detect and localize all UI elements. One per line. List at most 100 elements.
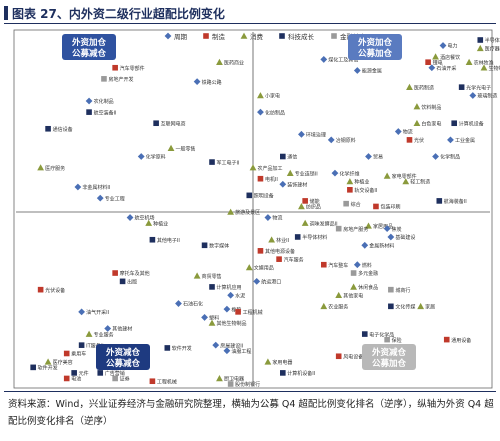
- data-point-label: 保险: [392, 337, 402, 344]
- data-point-label: 厨卫电器: [224, 376, 244, 383]
- data-point-label: 非金属材料II: [82, 184, 110, 191]
- data-point: [413, 103, 421, 110]
- data-point-label: 其他生物制品: [217, 320, 247, 327]
- data-point-label: 小家电: [265, 93, 280, 100]
- data-point-label: 文娱用品: [254, 265, 274, 272]
- data-point-label: 基础建设: [395, 234, 415, 241]
- data-point: [37, 286, 44, 293]
- data-point-label: 文化传媒: [395, 304, 415, 311]
- data-point: [223, 347, 231, 355]
- data-point: [30, 364, 36, 371]
- data-point: [480, 64, 488, 71]
- data-point-label: 专业连锁II: [295, 170, 318, 177]
- data-point: [436, 198, 443, 204]
- data-point: [331, 169, 339, 177]
- quadrant-label-bl-line1: 外资减仓: [105, 347, 141, 358]
- data-point: [388, 303, 394, 310]
- quadrant-label-tr-line2: 公募加仓: [358, 48, 393, 59]
- data-point-label: 通用设备: [451, 337, 471, 344]
- data-point-label: 家居用品: [373, 223, 393, 230]
- data-point: [201, 314, 208, 321]
- legend-label-manufacturing: 制造: [212, 32, 226, 41]
- legend-marker-periodic: [164, 32, 172, 40]
- data-point-label: 房屋建设II: [220, 342, 243, 349]
- data-point: [402, 178, 410, 185]
- data-point-label: 生物制品: [489, 65, 500, 72]
- data-point: [335, 225, 342, 232]
- data-point-label: 其他电源设备: [265, 248, 295, 255]
- data-point-label: 航空装备II: [94, 109, 117, 116]
- data-point: [112, 64, 118, 71]
- data-point: [361, 241, 369, 249]
- data-point-label: 锂电: [433, 59, 443, 66]
- legend: 周期制造消费科技成长金融地产: [164, 32, 367, 41]
- data-point-label: 医药制造: [414, 84, 434, 91]
- data-point-label: 工程机械: [157, 378, 177, 385]
- data-point: [257, 248, 264, 254]
- data-point: [112, 375, 118, 382]
- data-point: [335, 291, 343, 299]
- data-point: [320, 56, 328, 63]
- data-point: [193, 78, 201, 86]
- data-point-label: 航运港口: [261, 279, 281, 286]
- quadrant-label-tr-line1: 外资加仓: [357, 37, 393, 48]
- quadrant-box-br: [362, 344, 416, 370]
- data-point-label: 旅游及景区: [235, 209, 260, 216]
- data-point-label: 其他建材: [112, 326, 132, 333]
- data-point: [264, 214, 272, 221]
- data-point: [264, 358, 272, 365]
- data-point-label: 酒店餐饮: [440, 54, 460, 61]
- quadrant-box-bl: [96, 344, 150, 370]
- data-point: [216, 58, 223, 65]
- data-point-label: 林业II: [276, 237, 289, 244]
- data-point-label: 乘用车: [71, 351, 86, 358]
- data-point-label: 股份制银行: [235, 381, 260, 388]
- source-rule: [4, 391, 496, 392]
- data-point: [417, 302, 425, 310]
- data-point: [387, 233, 395, 241]
- data-point-label: 轻工制造: [410, 179, 430, 186]
- data-point: [63, 375, 70, 382]
- data-point: [71, 370, 77, 376]
- data-point: [257, 175, 264, 182]
- data-point-label: 出版: [127, 279, 137, 286]
- data-point: [458, 84, 465, 90]
- data-point-label: 玻璃制造: [477, 93, 497, 100]
- data-point: [149, 378, 156, 385]
- data-point-label: 综合: [351, 201, 361, 208]
- data-point-label: 包装印刷: [380, 204, 400, 211]
- data-point: [335, 353, 342, 360]
- data-point-label: 计算机设备II: [287, 370, 315, 377]
- data-point-label: 医疗器械: [485, 46, 500, 53]
- data-point-label: 家居: [425, 304, 435, 311]
- quadrant-label-br-line2: 公募加仓: [372, 358, 407, 369]
- data-point: [425, 59, 431, 65]
- data-point: [413, 119, 421, 127]
- data-point-label: 贸易: [373, 154, 383, 161]
- data-point-label: 电力: [448, 43, 458, 50]
- data-point: [301, 219, 309, 226]
- data-point: [294, 234, 301, 240]
- data-point: [257, 92, 264, 99]
- data-point-label: 电子化学品: [369, 331, 394, 338]
- data-point: [246, 192, 253, 199]
- data-point-label: 元件: [79, 370, 89, 377]
- data-point-label: 工业金属: [455, 137, 475, 144]
- data-point-label: 种植业: [354, 179, 369, 186]
- data-point-label: 数字媒体: [209, 242, 229, 249]
- data-point: [209, 284, 215, 290]
- data-point: [167, 144, 175, 151]
- data-point: [406, 83, 413, 90]
- data-point-label: 冶钢原料: [336, 137, 356, 144]
- data-points: 半导体电力医疗器械白酒酒店餐饮锂电农林牧渔石油开采生物制品汽车零部件医药商业煤化…: [30, 37, 500, 388]
- data-point: [212, 341, 220, 349]
- legend-marker-tech: [279, 33, 285, 39]
- data-point-label: 专业服务: [94, 331, 114, 338]
- data-point: [96, 194, 104, 202]
- data-point: [353, 67, 361, 74]
- data-point: [209, 159, 215, 165]
- data-point: [447, 136, 454, 144]
- data-point-label: 风电设备: [343, 353, 363, 360]
- data-point: [432, 53, 439, 60]
